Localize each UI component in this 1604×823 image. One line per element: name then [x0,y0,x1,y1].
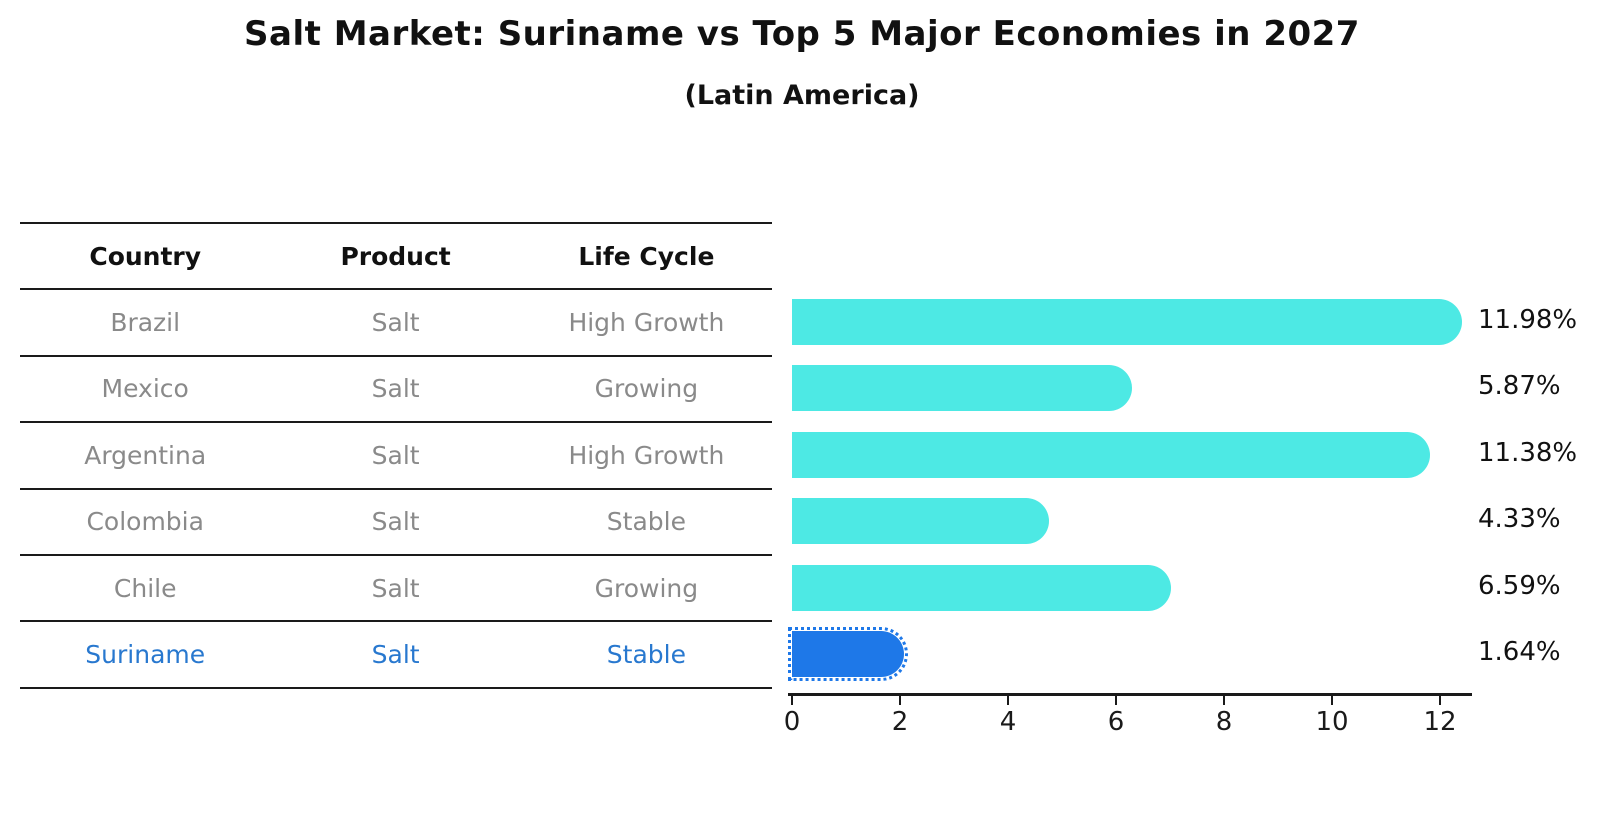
x-axis-tick-label: 12 [1423,707,1457,737]
table-row: Brazil Salt High Growth [20,288,772,354]
country-cell: Argentina [84,440,207,470]
x-axis-tick [791,696,793,705]
table-header-country: Country [89,241,202,271]
x-axis-tick-label: 2 [891,707,909,737]
bar-brazil [792,299,1462,345]
table-header-life-cycle: Life Cycle [578,241,715,271]
product-cell: Salt [371,507,420,537]
chart-title: Salt Market: Suriname vs Top 5 Major Eco… [244,14,1360,54]
bar-highlight-suriname [788,627,908,681]
table-row: Argentina Salt High Growth [20,421,772,487]
x-axis-tick [1223,696,1225,705]
x-axis-tick-label: 0 [783,707,801,737]
x-axis-tick-label: 4 [999,707,1017,737]
life-cycle-cell: Stable [606,507,686,537]
life-cycle-cell: High Growth [568,440,725,470]
life-cycle-cell: Growing [594,374,699,404]
bar-colombia [792,498,1049,545]
product-cell: Salt [371,640,420,670]
country-cell: Chile [113,573,177,603]
life-cycle-cell: Stable [606,640,686,670]
product-cell: Salt [371,573,420,603]
table-row: Chile Salt Growing [20,553,772,620]
table-header-row: Country Product Life Cycle [20,222,772,288]
table-header-product: Product [340,241,451,271]
x-axis-tick-label: 8 [1215,707,1233,737]
product-cell: Salt [371,374,420,404]
product-cell: Salt [371,440,420,470]
value-label: 6.59% [1478,570,1561,601]
country-table: Country Product Life Cycle Brazil Salt Hig… [20,222,772,689]
x-axis-tick-label: 10 [1315,707,1349,737]
x-axis-tick [1007,696,1009,705]
product-cell: Salt [371,308,420,338]
country-cell: Mexico [101,374,189,404]
table-row: Colombia Salt Stable [20,487,772,554]
bar-chile [792,564,1171,611]
x-axis-tick-label: 6 [1107,707,1125,737]
x-axis-line [788,693,1472,696]
life-cycle-cell: Growing [594,573,699,603]
value-label: 1.64% [1478,637,1561,667]
x-axis-tick [1331,696,1333,705]
value-label: 5.87% [1478,371,1561,402]
chart-subtitle: (Latin America) [684,80,920,111]
x-axis-tick [1439,696,1441,705]
x-axis-tick [1115,696,1117,705]
bar-argentina [792,431,1430,478]
life-cycle-cell: High Growth [568,308,725,338]
country-cell: Colombia [86,507,204,537]
bar-mexico [792,365,1132,412]
table-row: Mexico Salt Growing [20,354,772,421]
x-axis-tick [899,696,901,705]
value-label: 11.98% [1478,305,1578,335]
country-cell: Brazil [110,308,181,338]
country-cell: Suriname [85,640,206,670]
table-row: Suriname Salt Stable [20,620,772,686]
value-label: 11.38% [1478,437,1578,468]
value-label: 4.33% [1478,504,1561,535]
